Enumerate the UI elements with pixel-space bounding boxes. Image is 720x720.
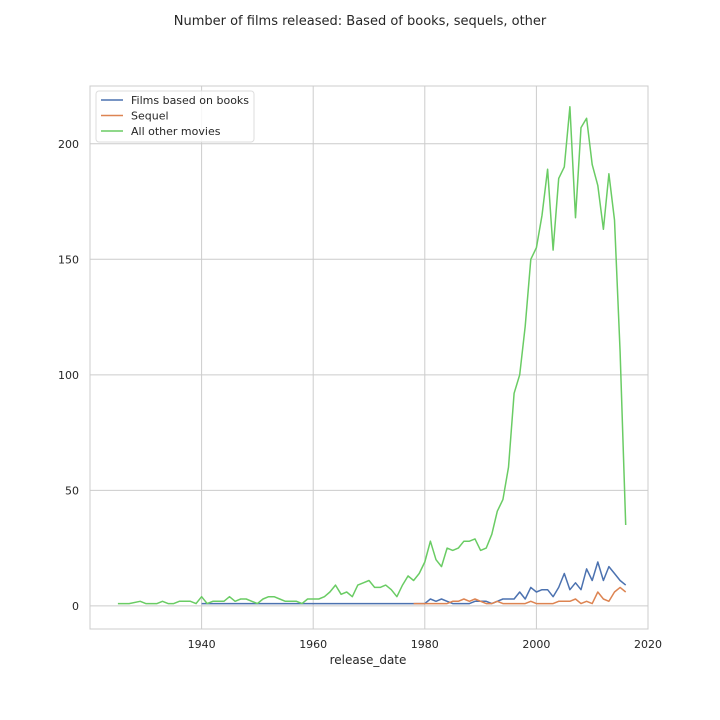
x-tick-label: 1980 bbox=[411, 638, 439, 651]
x-tick-label: 2000 bbox=[522, 638, 550, 651]
x-tick-label: 2020 bbox=[634, 638, 662, 651]
plot-frame bbox=[89, 85, 649, 630]
series-layer bbox=[117, 106, 627, 605]
y-tick-label: 150 bbox=[58, 253, 79, 266]
y-tick-label: 200 bbox=[58, 138, 79, 151]
legend: Films based on books Sequel All other movi… bbox=[95, 90, 255, 143]
chart-title: Number of films released: Based of books… bbox=[174, 14, 547, 29]
x-tick-label: 1960 bbox=[299, 638, 327, 651]
x-axis-label: release_date bbox=[330, 653, 407, 667]
y-tick-label: 50 bbox=[65, 484, 79, 497]
y-tick-label: 100 bbox=[58, 369, 79, 382]
legend-label: Films based on books bbox=[131, 94, 249, 107]
legend-label: All other movies bbox=[131, 125, 221, 138]
legend-label: Sequel bbox=[131, 110, 169, 123]
tick-labels: 1940 1960 1980 2000 2020 0 50 100 150 200 bbox=[58, 138, 662, 651]
series-line-2 bbox=[117, 106, 627, 605]
legend-box bbox=[95, 90, 255, 143]
y-tick-label: 0 bbox=[72, 600, 79, 613]
x-tick-label: 1940 bbox=[188, 638, 216, 651]
series-line-1 bbox=[413, 586, 627, 605]
